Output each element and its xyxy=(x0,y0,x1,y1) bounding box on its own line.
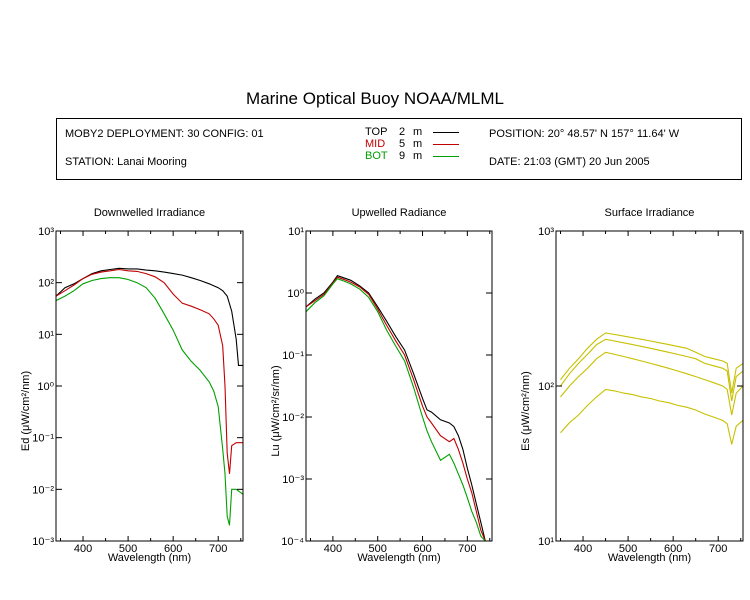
y-tick-label: 10⁰ xyxy=(287,288,304,300)
legend-item-mid: MID 5 m xyxy=(365,138,565,150)
chart-title: Surface Irradiance xyxy=(605,207,695,219)
x-tick-label: 400 xyxy=(324,543,342,555)
series-line-top xyxy=(306,275,486,541)
series-line-bot xyxy=(56,277,243,526)
y-tick-label: 10⁻³ xyxy=(32,536,54,548)
legend-depth: 5 xyxy=(399,138,406,150)
x-tick-label: 600 xyxy=(664,543,682,555)
series-line-mid xyxy=(56,268,243,474)
x-axis-label: Wavelength (nm) xyxy=(608,552,691,564)
position-text: POSITION: 20° 48.57' N 157° 11.64' W xyxy=(489,128,680,140)
series-line-4 xyxy=(560,388,743,445)
legend-line xyxy=(433,144,459,145)
x-tick-label: 400 xyxy=(574,543,592,555)
legend-item-top: TOP 2 m xyxy=(365,126,565,138)
info-box: MOBY2 DEPLOYMENT: 30 CONFIG: 01 STATION:… xyxy=(56,118,742,180)
y-tick-label: 10³ xyxy=(38,226,54,238)
legend-depth: 2 xyxy=(399,126,406,138)
x-axis-label: Wavelength (nm) xyxy=(357,552,440,564)
y-axis-label: Es (μW/cm²/nm) xyxy=(520,371,532,451)
y-axis-label: Ed (μW/cm²/nm) xyxy=(20,371,32,451)
x-tick-label: 600 xyxy=(413,543,431,555)
station-text: STATION: Lanai Mooring xyxy=(65,156,187,168)
y-tick-label: 10¹ xyxy=(538,536,554,548)
y-tick-label: 10⁻¹ xyxy=(282,350,304,362)
series-line-top xyxy=(56,267,243,366)
page-title: Marine Optical Buoy NOAA/MLML xyxy=(246,89,504,108)
y-tick-label: 10⁰ xyxy=(37,381,54,393)
date-text: DATE: 21:03 (GMT) 20 Jun 2005 xyxy=(489,156,650,168)
legend-unit: m xyxy=(413,126,423,138)
legend-unit: m xyxy=(413,138,423,150)
x-tick-label: 700 xyxy=(709,543,727,555)
legend-line xyxy=(433,156,459,157)
y-tick-label: 10⁻² xyxy=(282,412,304,424)
x-tick-label: 700 xyxy=(458,543,476,555)
x-tick-label: 700 xyxy=(209,543,227,555)
legend-item-bot: BOT 9 m xyxy=(365,150,565,162)
x-tick-label: 500 xyxy=(619,543,637,555)
x-axis-label: Wavelength (nm) xyxy=(108,552,191,564)
chart-title: Upwelled Radiance xyxy=(352,207,447,219)
legend-depth: 9 xyxy=(399,150,406,162)
chart-title: Downwelled Irradiance xyxy=(94,207,205,219)
y-axis-label: Lu (μW/cm²/sr/nm) xyxy=(270,365,282,456)
x-tick-label: 600 xyxy=(164,543,182,555)
legend-unit: m xyxy=(413,150,423,162)
legend-line xyxy=(433,132,459,133)
y-tick-label: 10¹ xyxy=(288,226,304,238)
plot-frame xyxy=(305,230,493,542)
series-line-bot xyxy=(306,278,486,541)
deployment-text: MOBY2 DEPLOYMENT: 30 CONFIG: 01 xyxy=(65,128,264,140)
y-tick-label: 10⁻³ xyxy=(282,474,304,486)
y-tick-label: 10² xyxy=(538,381,554,393)
y-tick-label: 10¹ xyxy=(38,329,54,341)
series-line-1 xyxy=(560,332,743,394)
plot-frame xyxy=(555,230,744,542)
legend-label: BOT xyxy=(365,150,388,162)
y-tick-label: 10⁻¹ xyxy=(32,433,54,445)
legend-label: TOP xyxy=(365,126,388,138)
legend-label: MID xyxy=(365,138,386,150)
y-tick-label: 10² xyxy=(38,278,54,290)
x-tick-label: 400 xyxy=(74,543,92,555)
y-tick-label: 10⁻⁴ xyxy=(281,536,304,548)
x-tick-label: 500 xyxy=(119,543,137,555)
series-line-2 xyxy=(560,338,743,402)
x-tick-label: 500 xyxy=(369,543,387,555)
series-line-mid xyxy=(306,276,486,541)
y-tick-label: 10⁻² xyxy=(32,484,54,496)
series-line-3 xyxy=(560,351,743,416)
y-tick-label: 10³ xyxy=(538,226,554,238)
